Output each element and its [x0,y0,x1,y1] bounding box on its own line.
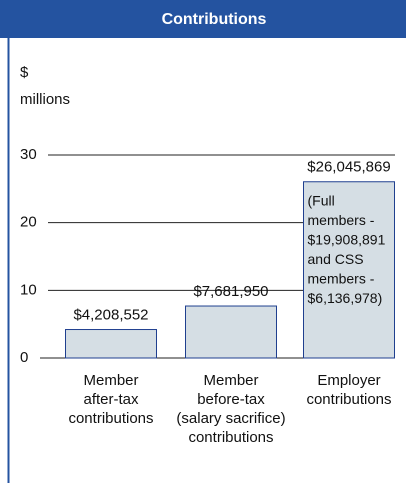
annotation: $6,136,978) [308,290,383,306]
x-tick-label: Member [203,372,258,389]
data-label: $26,045,869 [307,159,390,176]
bar [303,181,395,359]
x-tick-label: contributions [68,410,153,427]
annotation: members - [308,271,375,287]
x-tick-label: before-tax [197,391,265,408]
x-tick-label: contributions [306,391,391,408]
x-tick-label: after-tax [83,391,139,408]
annotation: (Full [308,193,335,209]
bar [65,329,157,359]
x-tick-label: Member [83,372,138,389]
x-tick-label: contributions [188,429,273,446]
annotation: and CSS [308,251,364,267]
y-tick-label: 20 [20,214,37,231]
y-axis-label: $ [20,64,29,81]
y-tick-label: 30 [20,146,37,163]
data-label: $4,208,552 [73,306,148,323]
y-axis-label: millions [20,91,70,108]
chart-title: Contributions [162,11,267,28]
y-tick-label: 0 [20,349,28,366]
x-tick-label: (salary sacrifice) [176,410,285,427]
header-bar [0,0,406,38]
x-tick-label: Employer [317,372,380,389]
annotation: $19,908,891 [308,232,386,248]
annotation: members - [308,212,375,228]
y-tick-label: 10 [20,281,37,298]
data-label: $7,681,950 [193,283,268,300]
bar [185,305,277,359]
